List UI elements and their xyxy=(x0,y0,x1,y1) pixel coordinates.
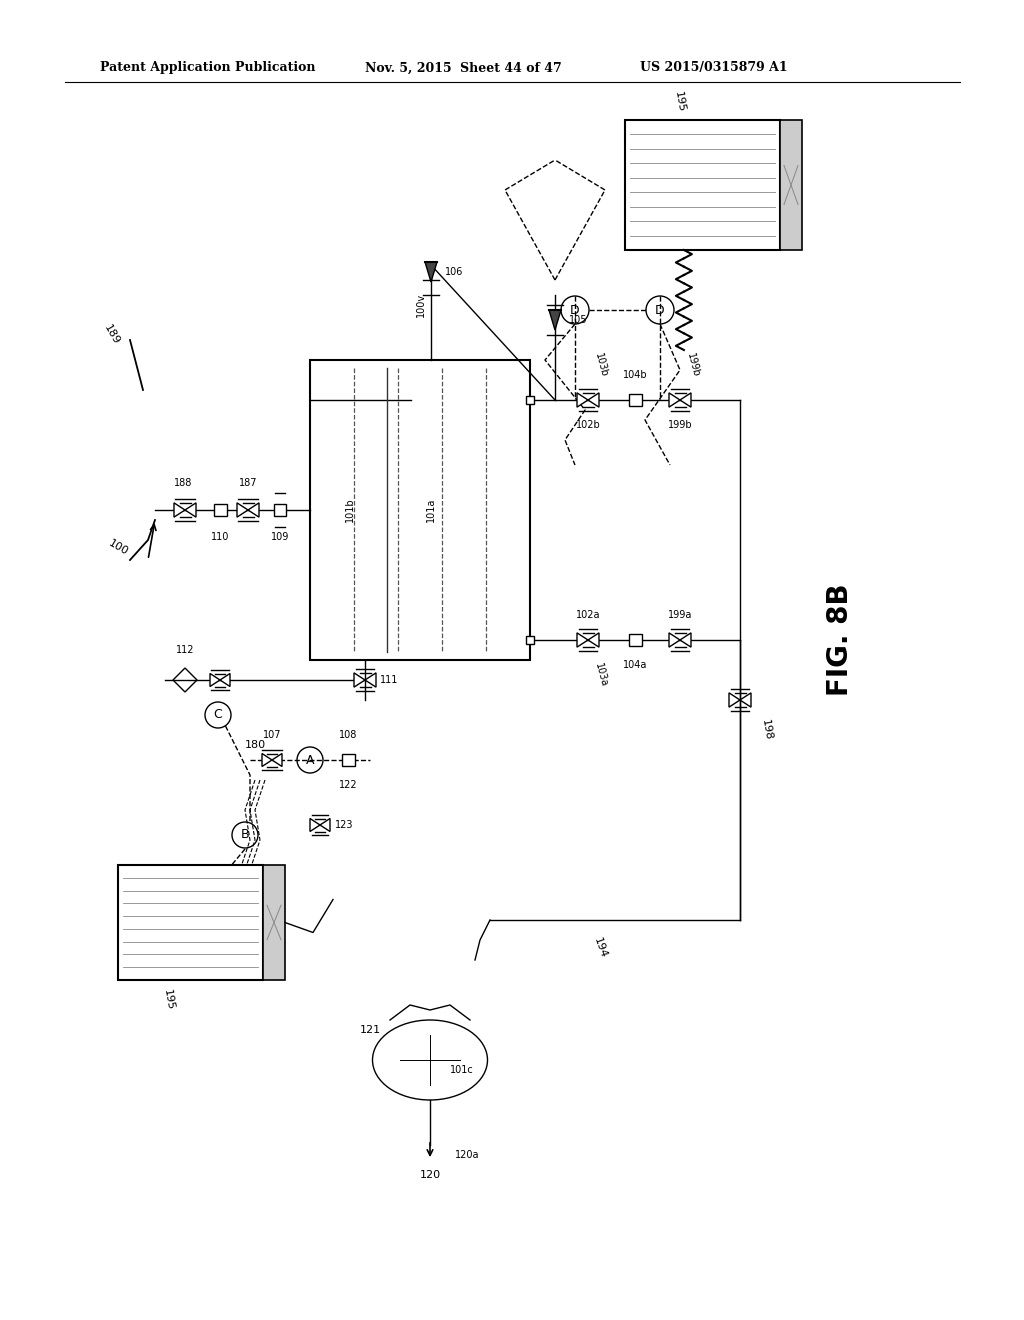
Text: 100: 100 xyxy=(106,539,130,557)
Text: A: A xyxy=(306,754,314,767)
Bar xyxy=(341,754,354,766)
Text: 111: 111 xyxy=(380,675,398,685)
Text: 102a: 102a xyxy=(575,610,600,620)
Polygon shape xyxy=(729,693,740,708)
Polygon shape xyxy=(174,503,185,517)
Bar xyxy=(310,360,530,660)
Polygon shape xyxy=(319,818,330,832)
Text: US 2015/0315879 A1: US 2015/0315879 A1 xyxy=(640,62,787,74)
Polygon shape xyxy=(262,754,272,767)
Bar xyxy=(274,504,286,516)
Polygon shape xyxy=(310,818,319,832)
Text: 101c: 101c xyxy=(450,1065,474,1074)
Text: 189: 189 xyxy=(102,323,122,347)
Text: D: D xyxy=(655,304,665,317)
Polygon shape xyxy=(425,261,437,282)
Text: 104a: 104a xyxy=(623,660,647,671)
Text: 103a: 103a xyxy=(593,661,609,688)
Bar xyxy=(526,396,534,404)
Text: Nov. 5, 2015: Nov. 5, 2015 xyxy=(365,62,452,74)
Bar xyxy=(118,865,263,979)
Text: 123: 123 xyxy=(335,820,353,830)
Text: 106: 106 xyxy=(445,267,464,277)
Polygon shape xyxy=(577,632,588,647)
Bar xyxy=(263,865,285,979)
Text: FIG. 8B: FIG. 8B xyxy=(826,583,854,697)
Text: 110: 110 xyxy=(211,532,229,543)
Polygon shape xyxy=(588,632,599,647)
Text: 104b: 104b xyxy=(623,370,647,380)
Text: C: C xyxy=(214,709,222,722)
Text: 187: 187 xyxy=(239,478,257,488)
Bar xyxy=(625,120,780,249)
Polygon shape xyxy=(210,673,220,686)
Text: 103b: 103b xyxy=(593,352,609,379)
Text: 122: 122 xyxy=(339,780,357,789)
Bar xyxy=(780,120,802,249)
Text: 195: 195 xyxy=(162,989,175,1011)
Text: 107: 107 xyxy=(263,730,282,741)
Bar xyxy=(629,634,641,645)
Text: 188: 188 xyxy=(174,478,193,488)
Text: 108: 108 xyxy=(339,730,357,741)
Text: 112: 112 xyxy=(176,645,195,655)
Polygon shape xyxy=(365,673,376,688)
Polygon shape xyxy=(220,673,230,686)
Text: 101a: 101a xyxy=(426,498,436,523)
Polygon shape xyxy=(549,310,561,330)
Text: 180: 180 xyxy=(245,741,265,750)
Polygon shape xyxy=(185,503,196,517)
Polygon shape xyxy=(680,632,691,647)
Polygon shape xyxy=(272,754,282,767)
Polygon shape xyxy=(577,393,588,407)
Polygon shape xyxy=(669,632,680,647)
Text: 120a: 120a xyxy=(455,1150,479,1160)
Bar xyxy=(526,636,534,644)
Polygon shape xyxy=(680,393,691,407)
Text: 121: 121 xyxy=(359,1026,381,1035)
Polygon shape xyxy=(740,693,751,708)
Text: 195: 195 xyxy=(673,91,686,114)
Text: 194: 194 xyxy=(592,936,608,960)
Polygon shape xyxy=(237,503,248,517)
Text: 101b: 101b xyxy=(345,498,354,523)
Text: D: D xyxy=(570,304,580,317)
Text: 120: 120 xyxy=(420,1170,440,1180)
Text: 198: 198 xyxy=(760,718,773,742)
Bar xyxy=(629,393,641,407)
Text: 199a: 199a xyxy=(668,610,692,620)
Text: Sheet 44 of 47: Sheet 44 of 47 xyxy=(460,62,562,74)
Text: Patent Application Publication: Patent Application Publication xyxy=(100,62,315,74)
Polygon shape xyxy=(588,393,599,407)
Text: 199b: 199b xyxy=(668,420,692,430)
Text: 102b: 102b xyxy=(575,420,600,430)
Text: B: B xyxy=(241,829,249,842)
Text: 100v: 100v xyxy=(416,293,426,317)
Text: 105: 105 xyxy=(569,315,588,325)
Bar xyxy=(213,504,226,516)
Polygon shape xyxy=(669,393,680,407)
Polygon shape xyxy=(248,503,259,517)
Polygon shape xyxy=(354,673,365,688)
Text: 199b: 199b xyxy=(685,352,701,379)
Text: 109: 109 xyxy=(270,532,289,543)
